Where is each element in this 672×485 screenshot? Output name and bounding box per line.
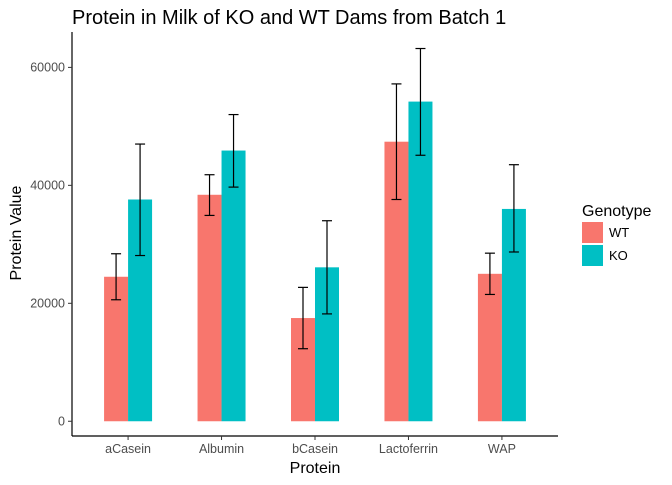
plot-area: 0 20000 40000 60000 aCasein Albumin bCasein Lac… [30,32,558,456]
y-axis-label: Protein Value [8,185,25,280]
x-tick-label: WAP [488,442,516,456]
x-tick-label: bCasein [292,442,338,456]
chart-title: Protein in Milk of KO and WT Dams from B… [72,7,506,29]
bar-ko-albumin [221,150,246,422]
legend-title: Genotype [582,203,651,220]
legend-label-wt: WT [609,225,629,240]
legend-swatch-ko [582,245,603,266]
bar-wt-albumin [197,194,222,422]
bar-wt-acasein [104,276,129,422]
x-tick-label: Albumin [199,442,244,456]
y-tick-label: 40000 [30,178,65,192]
y-tick-label: 0 [58,414,65,428]
y-tick-label: 60000 [30,60,65,74]
legend-label-ko: KO [609,248,628,263]
legend-swatch-wt [582,222,603,243]
x-tick-label: Lactoferrin [379,442,438,456]
x-axis-label: Protein [290,460,341,477]
y-tick-label: 20000 [30,296,65,310]
bar-wt-wap [477,273,502,422]
legend: Genotype WT KO [582,203,651,266]
x-tick-label: aCasein [105,442,151,456]
